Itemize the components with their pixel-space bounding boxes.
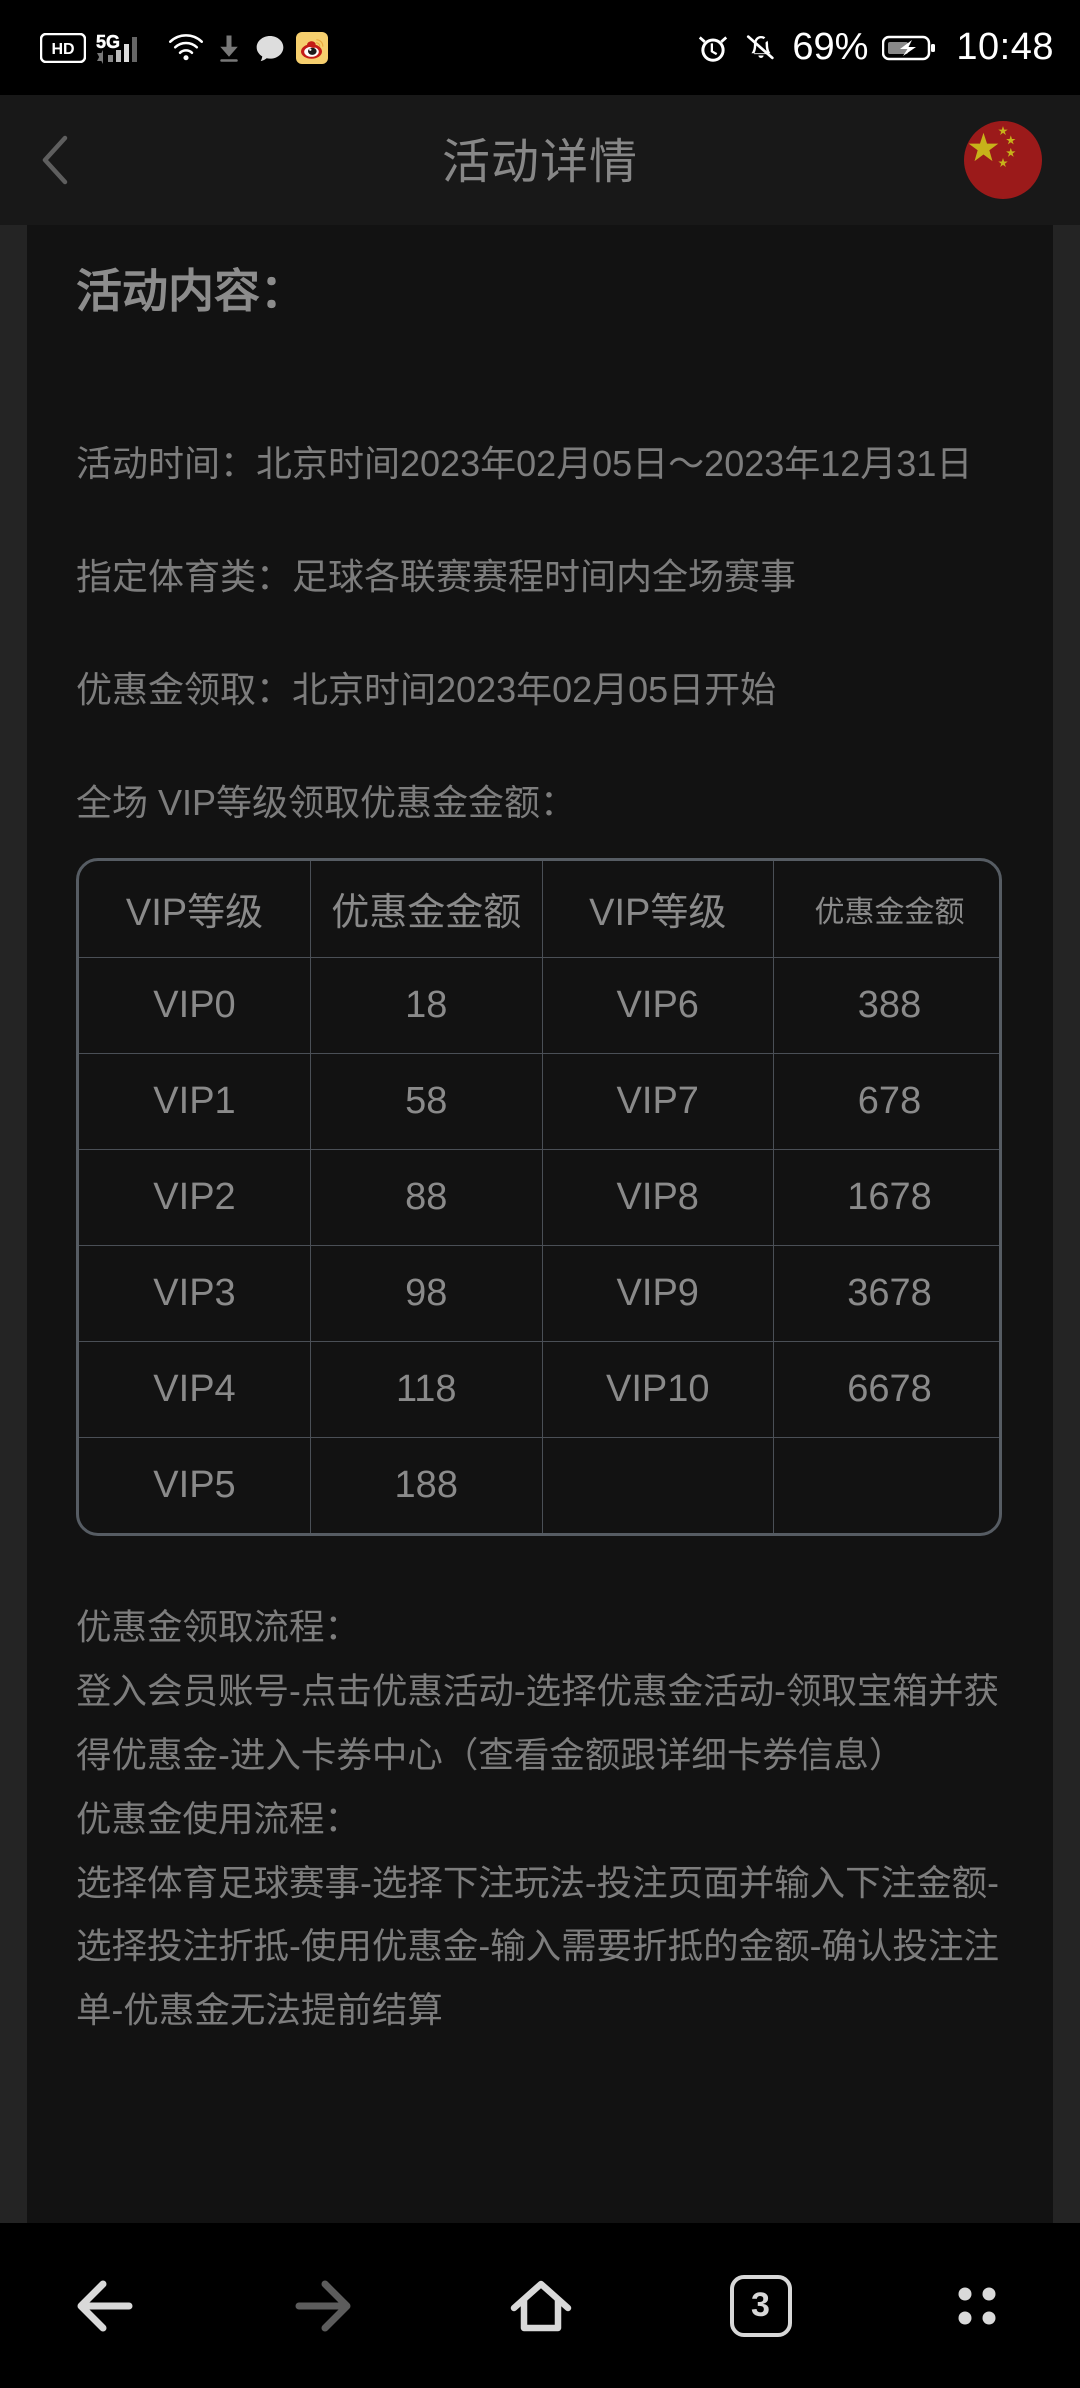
- svg-text:5G: 5G: [96, 32, 120, 52]
- svg-text:HD: HD: [51, 41, 74, 58]
